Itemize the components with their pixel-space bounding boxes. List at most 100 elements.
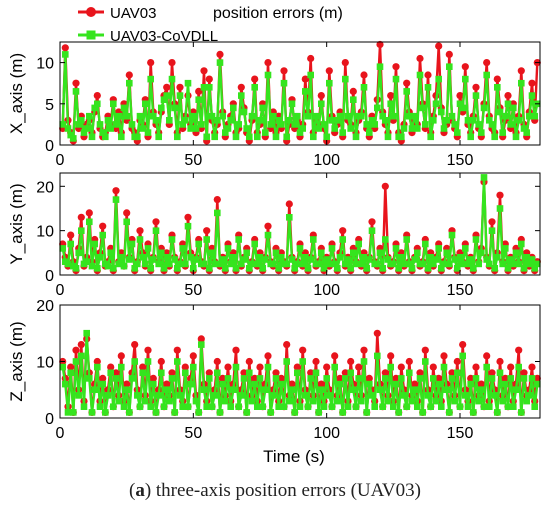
data-point bbox=[424, 84, 432, 91]
data-point bbox=[397, 363, 405, 371]
data-point bbox=[126, 409, 133, 416]
data-point bbox=[517, 67, 525, 75]
data-point bbox=[251, 75, 259, 83]
data-point bbox=[323, 133, 330, 141]
data-point bbox=[470, 117, 477, 124]
data-point bbox=[222, 397, 229, 405]
data-point bbox=[192, 256, 200, 263]
data-point bbox=[462, 245, 469, 252]
data-point bbox=[392, 374, 400, 382]
data-point bbox=[387, 92, 395, 100]
data-point bbox=[78, 227, 85, 234]
data-point bbox=[440, 352, 448, 360]
data-point bbox=[240, 108, 248, 116]
data-point bbox=[504, 100, 512, 108]
data-point bbox=[270, 392, 277, 399]
data-point bbox=[390, 112, 397, 120]
data-point bbox=[501, 374, 509, 382]
data-point bbox=[515, 117, 522, 124]
data-point bbox=[83, 125, 90, 132]
data-point bbox=[368, 218, 376, 226]
data-point bbox=[118, 363, 125, 371]
data-point bbox=[379, 265, 386, 272]
data-point bbox=[373, 329, 381, 337]
data-point bbox=[112, 121, 120, 128]
data-point bbox=[131, 341, 139, 349]
plot-frame bbox=[59, 172, 541, 276]
data-point bbox=[448, 231, 456, 239]
data-point bbox=[488, 227, 496, 234]
y-tick-label: 5 bbox=[45, 97, 54, 114]
data-point bbox=[528, 363, 536, 371]
data-point bbox=[213, 357, 221, 366]
x-tick-label: 0 bbox=[56, 282, 65, 299]
data-point bbox=[168, 236, 176, 243]
data-point bbox=[264, 71, 272, 79]
data-point bbox=[299, 260, 306, 268]
data-point bbox=[328, 117, 336, 124]
data-point bbox=[123, 112, 130, 120]
data-point bbox=[406, 112, 413, 120]
data-point bbox=[382, 117, 389, 124]
y-axis-label: Y_axis (m) bbox=[7, 183, 26, 264]
legend-marker-uav03 bbox=[86, 7, 96, 17]
data-point bbox=[262, 129, 269, 136]
data-point bbox=[206, 84, 213, 91]
data-point bbox=[323, 363, 331, 371]
series-line bbox=[61, 176, 539, 270]
data-point bbox=[283, 358, 290, 365]
data-point bbox=[147, 75, 154, 83]
data-point bbox=[310, 236, 317, 243]
data-point bbox=[262, 256, 269, 263]
data-point bbox=[195, 96, 202, 103]
data-point bbox=[461, 63, 469, 71]
data-point bbox=[288, 256, 296, 263]
data-point bbox=[518, 240, 525, 248]
data-point bbox=[301, 75, 309, 83]
data-point bbox=[296, 403, 304, 410]
data-point bbox=[430, 260, 437, 268]
y-axis-panel: 0 50 100 150 0 10 20 Y_axis (m) bbox=[7, 172, 541, 299]
data-point bbox=[379, 112, 386, 120]
data-point bbox=[520, 125, 528, 132]
data-point bbox=[294, 260, 301, 268]
series-uav03-covdll bbox=[59, 329, 541, 416]
data-point bbox=[123, 380, 131, 388]
data-point bbox=[142, 260, 149, 268]
data-point bbox=[168, 75, 176, 83]
legend-marker-covdll bbox=[86, 30, 96, 40]
data-point bbox=[304, 403, 312, 410]
data-point bbox=[296, 129, 304, 136]
data-point bbox=[77, 341, 85, 349]
data-point bbox=[403, 88, 410, 95]
data-point bbox=[355, 240, 362, 248]
data-point bbox=[349, 87, 357, 95]
data-point bbox=[507, 363, 515, 371]
data-point bbox=[523, 254, 530, 261]
data-point bbox=[120, 262, 128, 270]
data-point bbox=[248, 112, 256, 120]
data-point bbox=[512, 386, 520, 393]
data-point bbox=[264, 59, 272, 67]
data-point bbox=[120, 403, 128, 410]
data-point bbox=[158, 369, 165, 377]
data-point bbox=[219, 380, 226, 388]
data-point bbox=[398, 375, 405, 382]
data-point bbox=[331, 260, 338, 268]
data-point bbox=[288, 380, 296, 388]
data-point bbox=[254, 133, 261, 141]
data-point bbox=[318, 100, 325, 108]
data-point bbox=[411, 112, 418, 120]
data-point bbox=[198, 341, 205, 348]
data-point bbox=[286, 214, 293, 221]
data-point bbox=[526, 392, 533, 399]
data-point bbox=[286, 397, 293, 405]
data-point bbox=[472, 83, 480, 91]
data-point bbox=[227, 403, 234, 410]
data-point bbox=[435, 245, 442, 252]
data-point bbox=[216, 409, 224, 416]
data-point bbox=[486, 260, 493, 268]
data-point bbox=[94, 363, 101, 371]
data-point bbox=[358, 260, 365, 268]
data-point bbox=[504, 265, 512, 272]
